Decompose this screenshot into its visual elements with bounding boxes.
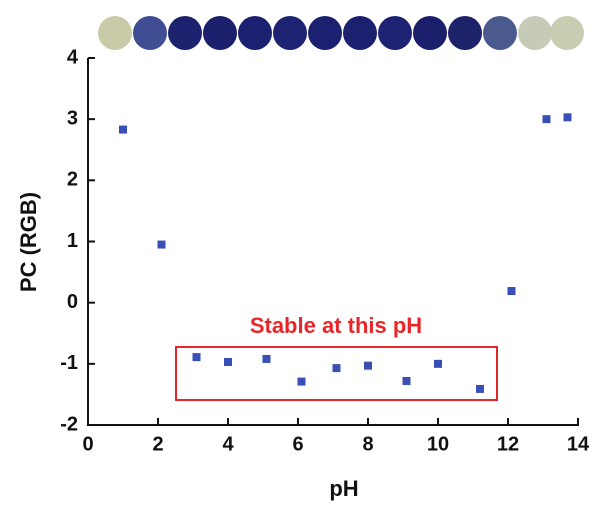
point: [297, 377, 306, 386]
y-tick-label: 0: [67, 291, 78, 313]
point: [332, 364, 341, 373]
solution-photos: [98, 16, 584, 50]
point: [364, 361, 372, 370]
annotation-box: [175, 346, 498, 401]
x-tick-label: 2: [152, 433, 163, 455]
x-tick-label: 0: [82, 433, 93, 455]
point: [224, 357, 232, 366]
y-tick-label: -2: [60, 413, 78, 435]
point: [119, 125, 127, 134]
point: [434, 359, 442, 368]
point: [542, 115, 551, 124]
x-tick-label: 4: [222, 433, 234, 455]
y-axis-label: PC (RGB): [16, 192, 41, 292]
point: [192, 353, 201, 362]
y-tick-label: 3: [67, 107, 78, 129]
annotation: Stable at this pH: [250, 313, 422, 338]
x-tick-label: 12: [497, 433, 519, 455]
y-tick-label: -1: [60, 352, 78, 374]
x-tick-label: 14: [567, 433, 590, 455]
y-tick-label: 2: [67, 169, 78, 191]
y-tick-label: 4: [67, 46, 79, 68]
point: [563, 113, 572, 122]
point: [507, 287, 516, 296]
y-tick-label: 1: [67, 230, 78, 252]
point: [157, 240, 166, 249]
point: [402, 376, 411, 385]
point: [476, 384, 484, 393]
x-tick-label: 6: [292, 433, 303, 455]
x-axis-label: pH: [329, 476, 358, 501]
point: [262, 354, 271, 363]
x-tick-label: 10: [427, 433, 449, 455]
x-tick-label: 8: [362, 433, 373, 455]
